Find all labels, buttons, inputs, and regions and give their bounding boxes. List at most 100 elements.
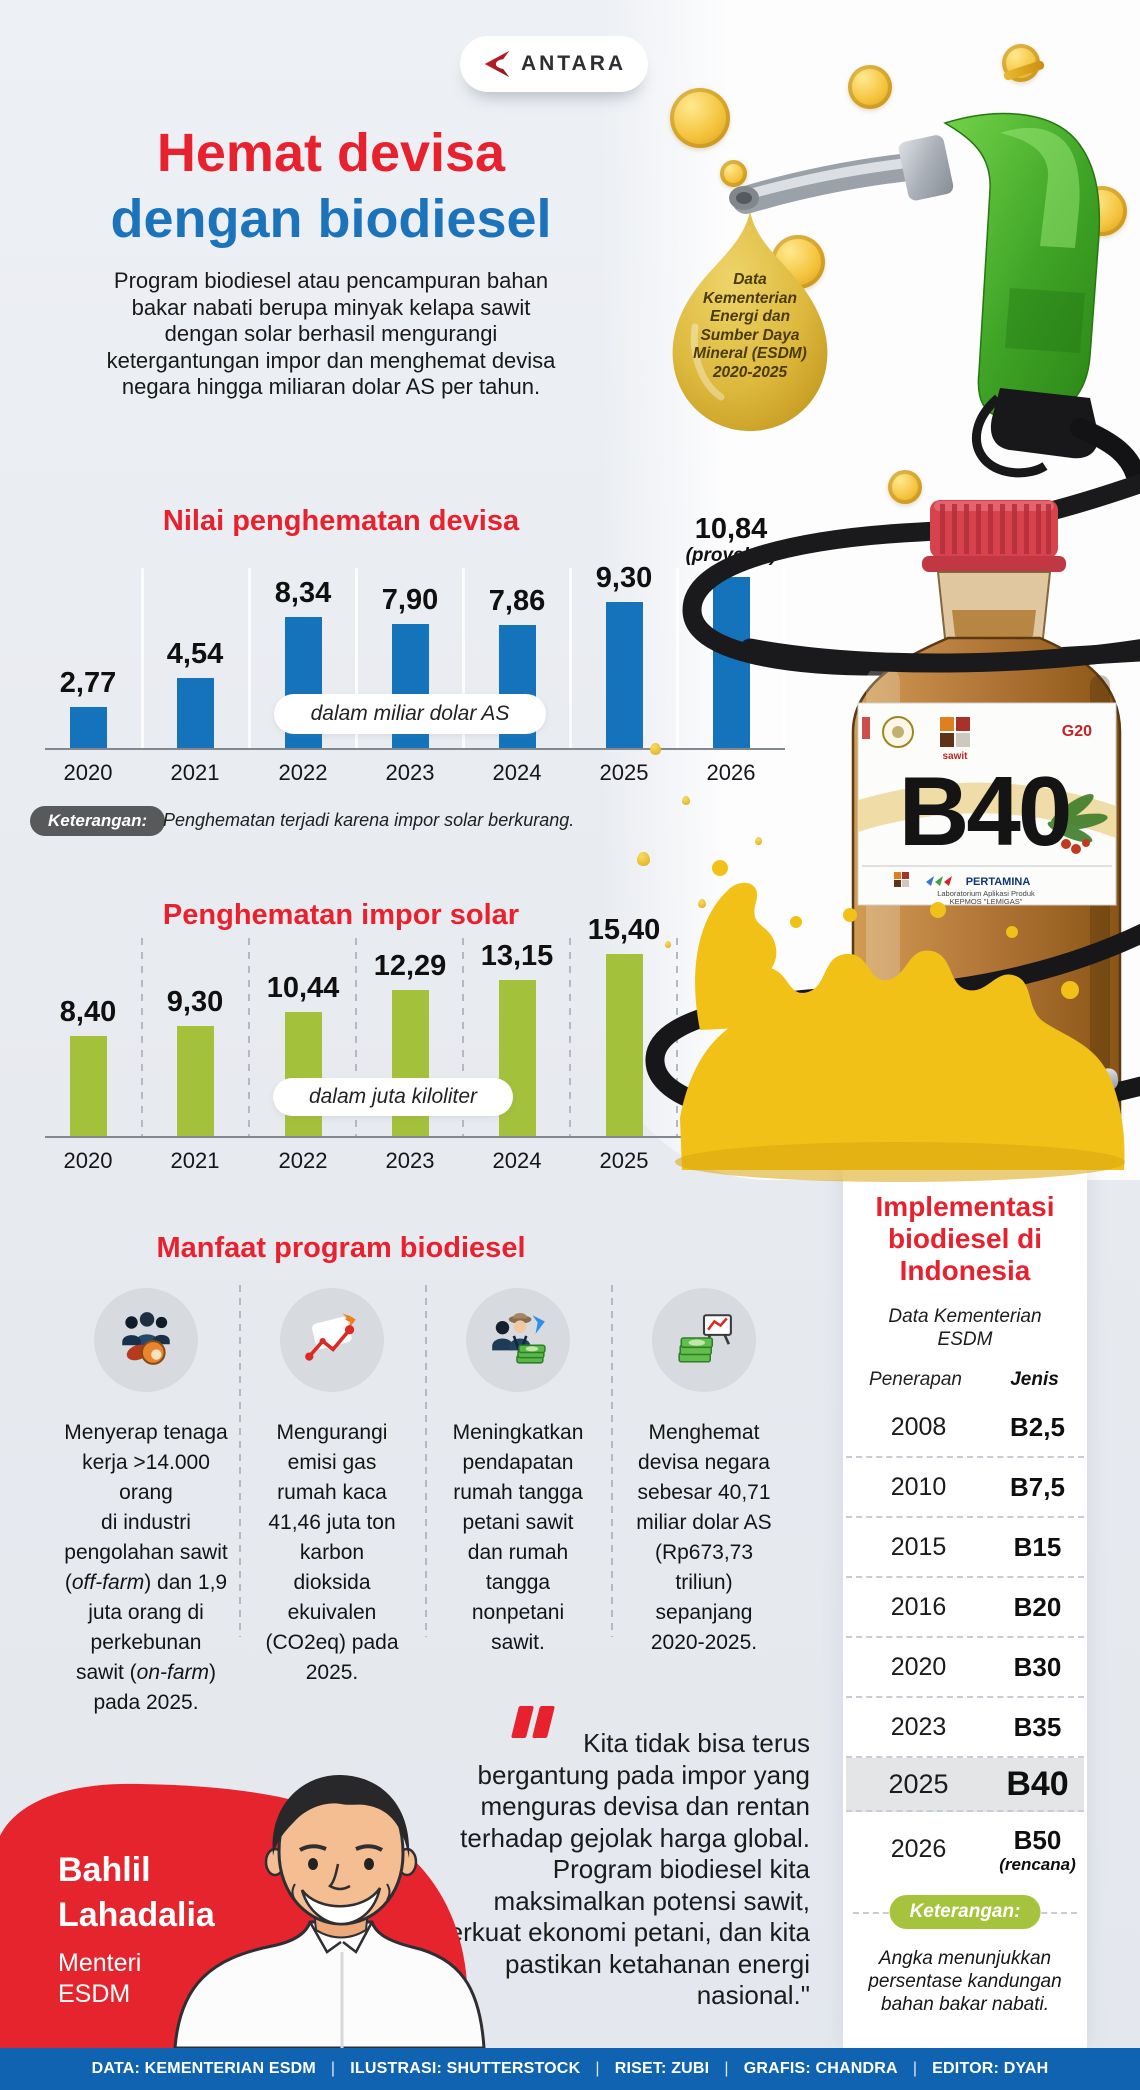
devisa-savings-icon (673, 1307, 735, 1374)
chart-impor-solar-year-label: 2024 (492, 1148, 542, 1173)
footer-credit: GRAFIS: CHANDRA (743, 2060, 898, 2077)
implementation-panel: Implementasi biodiesel di Indonesia Data… (843, 1155, 1087, 2048)
chart-devisa-bar-value-label: 2,77 (59, 667, 117, 699)
hair (272, 1774, 410, 1858)
table-row: 2016 B20 (846, 1578, 1084, 1638)
oil-droplet (698, 899, 706, 909)
benefits-title: Manfaat program biodiesel (156, 1232, 526, 1264)
lab-text-line2: KEPMOS "LEMIGAS" (950, 897, 1023, 906)
farmer-income-icon (487, 1307, 549, 1374)
b40-text: B40 (899, 756, 1070, 866)
bottle-cap (922, 500, 1066, 572)
panel-title: Implementasi biodiesel di Indonesia (875, 1191, 1055, 1286)
svg-text:sawit: sawit (942, 751, 968, 762)
chart-devisa-bar (176, 678, 214, 748)
page-title: Hemat devisa dengan biodiesel (31, 120, 631, 252)
row-type: B50 (rencana) (991, 1825, 1084, 1874)
chart-devisa-title: Nilai penghematan devisa (162, 505, 520, 537)
chart-devisa-bar (69, 707, 107, 748)
pertamina-logo: PERTAMINA (894, 872, 1030, 888)
column-header-jenis: Jenis (1010, 1369, 1059, 1390)
svg-text:PERTAMINA: PERTAMINA (966, 876, 1031, 888)
chart-impor-solar-gridline (354, 938, 357, 1136)
row-year: 2016 (890, 1592, 947, 1621)
benefit-icon-circle (466, 1288, 570, 1392)
benefit-icon-circle (280, 1288, 384, 1392)
row-type: B7,5 (1010, 1471, 1065, 1502)
chart-impor-solar-year-label: 2020 (63, 1148, 113, 1173)
table-row: 2010 B7,5 (846, 1458, 1084, 1518)
legend-pill: Keterangan: (889, 1895, 1041, 1929)
lab-text-line1: Laboratorium Aplikasi Produk (937, 889, 1035, 898)
row-type: B20 (1013, 1591, 1062, 1622)
column-separator (611, 1285, 613, 1637)
gold-coin (848, 65, 892, 109)
chart-impor-solar-year-label: 2021 (170, 1148, 220, 1173)
oil-splash (675, 860, 1125, 1182)
row-year: 2008 (890, 1412, 947, 1441)
table-row: 2008 B2,5 (846, 1398, 1084, 1458)
chart-impor-solar-unit-pill: dalam juta kiloliter (273, 1078, 513, 1116)
chart-devisa-year-label: 2024 (492, 760, 542, 785)
table-header: Penerapan Jenis (843, 1369, 1081, 1391)
bottle-label: sawit G20 B40 PERTAMINA Laboratorium Apl… (857, 702, 1117, 906)
chart-impor-solar-bar (176, 1026, 214, 1136)
nozzle-handle (990, 388, 1099, 459)
chart-devisa-gridline (461, 568, 465, 748)
chart-devisa-year-label: 2026 (706, 760, 756, 785)
panel-subtitle: Data Kementerian ESDM (888, 1306, 1042, 1350)
footer-separator: | (724, 2060, 729, 2077)
footer-separator: | (330, 2060, 336, 2077)
footer-credits: DATA: KEMENTERIAN ESDM | ILUSTRASI: SHUTTE… (0, 2048, 1140, 2090)
g20-mark: G20 (1062, 723, 1092, 740)
table-row: 2026 B50 (rencana) (846, 1812, 1084, 1886)
chart-impor-solar-axis (45, 1136, 705, 1138)
oil-drop-shape (672, 211, 828, 431)
implementation-table: 2008 B2,5 2010 B7,5 2015 B15 2016 B20 2020 B30 202… (846, 1398, 1084, 1886)
column-separator (425, 1285, 427, 1637)
column-separator (239, 1285, 241, 1637)
chart-devisa-year-label: 2022 (278, 760, 328, 785)
nozzle-body (943, 112, 1101, 418)
chart-devisa-year-label: 2021 (170, 760, 220, 785)
row-year: 2023 (890, 1712, 947, 1741)
chart-devisa-bar (712, 577, 750, 748)
row-type: B2,5 (1010, 1411, 1065, 1442)
chart-impor-solar-gridline (461, 938, 464, 1136)
chart-impor-solar-bar-value-label: 15,40 (587, 914, 661, 946)
chart-devisa-year-label: 2023 (385, 760, 435, 785)
chart-impor-solar-year-label: 2023 (385, 1148, 435, 1173)
chart-impor-solar-bar-value-label: 10,44 (266, 972, 340, 1004)
antara-logo-text: ANTARA (520, 52, 627, 75)
benefit-text: Mengurangi emisi gas rumah kaca 41,46 juta … (265, 1421, 399, 1684)
chart-impor-solar-gridline (140, 938, 143, 1136)
row-year: 2026 (890, 1834, 947, 1863)
chart-devisa-bar-value-label: 9,30 (595, 562, 653, 594)
gold-coin (670, 88, 730, 148)
legend-note: Angka menunjukkan persentase kandungan b… (868, 1948, 1062, 2015)
title-line-red: Hemat devisa (156, 123, 506, 183)
chart-devisa-note-text: Penghematan terjadi karena impor solar b… (163, 810, 575, 830)
footer-credit: DATA: KEMENTERIAN ESDM (91, 2060, 316, 2077)
chart-devisa-bar-value-label: 8,34 (274, 577, 332, 609)
table-row: 2015 B15 (846, 1518, 1084, 1578)
chart-devisa-year-label: 2020 (63, 760, 113, 785)
row-year: 2010 (890, 1472, 947, 1501)
fuel-nozzle-illustration (729, 112, 1140, 478)
column-header-penerapan: Penerapan (869, 1369, 962, 1390)
row-year: 2020 (890, 1652, 947, 1681)
b40-bottle-illustration: sawit G20 B40 PERTAMINA Laboratorium Apl… (645, 473, 1140, 1182)
footer-credit: ILUSTRASI: SHUTTERSTOCK (350, 2060, 581, 2077)
benefit-icon-circle (94, 1288, 198, 1392)
minister-portrait (173, 1774, 486, 2048)
chart-impor-solar-gridline (568, 938, 571, 1136)
fuel-hose (682, 473, 1140, 676)
quote-text: Kita tidak bisa terus bergantung pada im… (434, 1728, 810, 2010)
footer-separator: | (595, 2060, 600, 2077)
rencana-note: (rencana) (999, 1854, 1076, 1874)
palm-leaves-art (1047, 794, 1108, 843)
chart-impor-solar-bar-value-label: 12,29 (373, 950, 447, 982)
row-type: B35 (1013, 1711, 1062, 1742)
chart-devisa-note-pill: Keterangan: (30, 806, 166, 836)
